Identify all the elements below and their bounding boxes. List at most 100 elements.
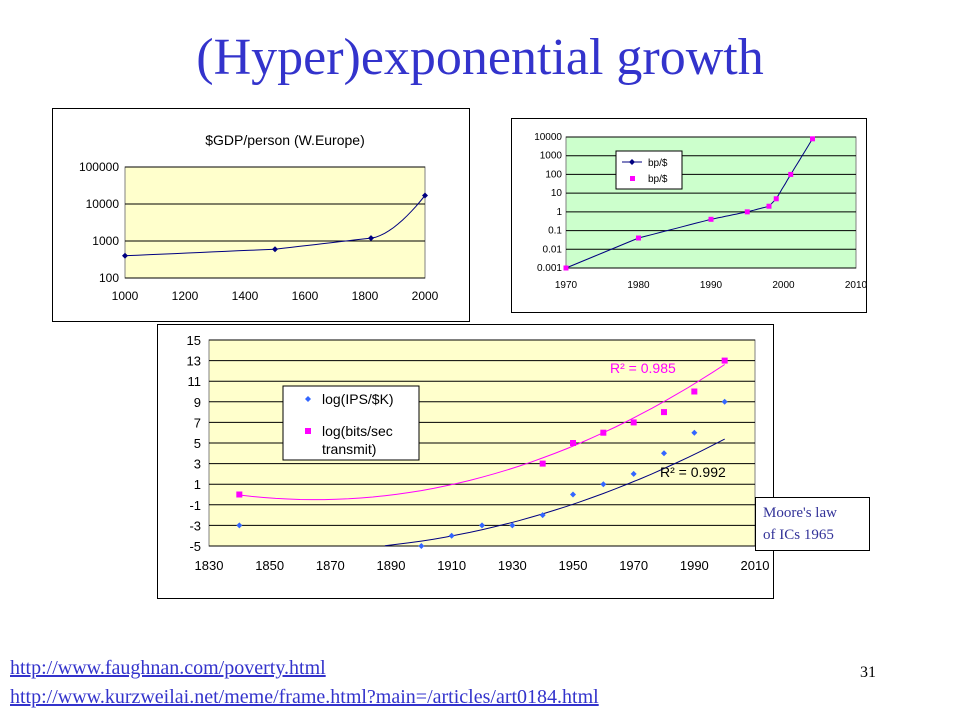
data-point-blue — [570, 491, 576, 498]
data-point — [563, 265, 569, 271]
legend-marker — [629, 159, 635, 165]
x-tick-label: 1990 — [700, 280, 723, 291]
data-point-magenta — [630, 419, 637, 426]
data-point-blue — [691, 429, 698, 436]
r2-label-magenta: R² = 0.985 — [610, 360, 676, 376]
y-tick-label: -1 — [189, 498, 201, 513]
x-tick-label: 1950 — [559, 558, 588, 573]
page-number: 31 — [860, 664, 876, 681]
data-point-magenta — [236, 491, 243, 498]
x-tick-label: 2010 — [741, 558, 770, 573]
trend-line-magenta — [239, 364, 725, 501]
data-point-magenta — [539, 460, 546, 467]
y-tick-label: 10 — [551, 188, 563, 199]
note-line-1: Moore's law — [763, 505, 837, 521]
data-point — [788, 171, 794, 177]
x-tick-label: 1970 — [619, 558, 648, 573]
link-faughnan[interactable]: http://www.faughnan.com/poverty.html — [10, 657, 326, 679]
data-point-blue — [418, 543, 425, 549]
trend-line-blue — [384, 438, 725, 547]
bp-chart: 0.001 0.01 0.1 1 10 100 1000 10000 1970 1980 1990 2… — [511, 118, 867, 313]
data-point-magenta — [691, 388, 698, 395]
x-tick-label: 1970 — [555, 280, 578, 291]
y-tick-label: 0.001 — [537, 263, 562, 274]
y-tick-label: 15 — [187, 333, 201, 348]
data-point-blue — [661, 450, 667, 457]
y-tick-label: 10000 — [86, 197, 120, 211]
data-point-blue — [448, 532, 455, 539]
data-point — [773, 196, 779, 202]
legend-label: transmit) — [322, 441, 376, 457]
y-tick-label: 1 — [556, 207, 562, 218]
y-tick-label: 10000 — [534, 132, 562, 143]
y-tick-label: 13 — [187, 354, 201, 369]
ips-chart-svg: 15 13 11 9 7 5 3 1 -1 -3 -5 1830 1850 1870 1890 1910 193… — [187, 333, 770, 573]
slide-title: (Hyper)exponential growth — [196, 29, 764, 86]
x-tick-label: 1890 — [377, 558, 406, 573]
y-tick-label: 7 — [194, 415, 201, 430]
x-tick-label: 1000 — [112, 289, 139, 303]
y-tick-label: -5 — [189, 539, 201, 554]
bp-chart-svg: 0.001 0.01 0.1 1 10 100 1000 10000 1970 1980 1990 2… — [534, 132, 866, 291]
data-point-blue — [721, 398, 728, 405]
legend-label: log(bits/sec — [322, 423, 393, 439]
series-line — [124, 195, 426, 257]
x-tick-label: 2000 — [412, 289, 439, 303]
data-point — [122, 252, 128, 259]
y-tick-label: 11 — [188, 374, 202, 389]
y-tick-label: 1 — [194, 477, 201, 492]
x-tick-label: 1200 — [172, 289, 199, 303]
y-tick-label: 100 — [99, 271, 119, 285]
legend-box — [615, 150, 683, 190]
plot-area — [565, 136, 857, 269]
x-tick-label: 1850 — [255, 558, 284, 573]
x-tick-label: 1800 — [352, 289, 379, 303]
reference-links: http://www.faughnan.com/poverty.html htt… — [10, 654, 599, 712]
legend-marker — [305, 396, 311, 402]
y-tick-label: 9 — [194, 395, 201, 410]
data-point — [744, 209, 750, 215]
y-tick-label: 3 — [194, 457, 201, 472]
data-point-blue — [509, 522, 516, 529]
x-tick-label: 1980 — [627, 280, 650, 291]
ips-chart: 15 13 11 9 7 5 3 1 -1 -3 -5 1830 1850 1870 1890 1910 193… — [157, 324, 774, 599]
legend-label: bp/$ — [648, 174, 668, 185]
y-tick-label: 5 — [194, 436, 201, 451]
r2-label-blue: R² = 0.992 — [660, 464, 726, 480]
x-tick-label: 2000 — [772, 280, 795, 291]
y-tick-label: 100000 — [79, 160, 119, 174]
y-tick-label: 100 — [545, 169, 562, 180]
data-point-blue — [479, 522, 485, 529]
data-point-blue — [236, 522, 243, 529]
moores-law-note: Moore's law of ICs 1965 — [755, 497, 870, 551]
x-tick-label: 1910 — [437, 558, 466, 573]
y-tick-label: -3 — [189, 518, 201, 533]
x-tick-label: 2010 — [845, 280, 866, 291]
data-point — [272, 246, 278, 253]
data-point-blue — [539, 512, 546, 519]
data-point-magenta — [661, 409, 667, 416]
data-point-magenta — [721, 357, 728, 364]
y-tick-label: 1000 — [540, 151, 563, 162]
gdp-chart-svg: 100 1000 10000 100000 1000 1200 1400 1600 1800 20… — [79, 132, 439, 303]
series-line — [565, 138, 813, 269]
y-tick-label: 0.01 — [543, 244, 563, 255]
data-point — [708, 216, 714, 222]
data-point-magenta — [600, 429, 607, 436]
x-tick-label: 1400 — [232, 289, 259, 303]
plot-area — [124, 166, 426, 279]
chart-title: $GDP/person (W.Europe) — [205, 132, 365, 148]
x-tick-label: 1600 — [292, 289, 319, 303]
x-tick-label: 1930 — [498, 558, 527, 573]
y-tick-label: 1000 — [92, 234, 119, 248]
link-kurzweil[interactable]: http://www.kurzweilai.net/meme/frame.htm… — [10, 686, 599, 708]
data-point — [422, 192, 428, 199]
data-point-blue — [600, 481, 607, 488]
legend-label: log(IPS/$K) — [322, 391, 394, 407]
gdp-chart: 100 1000 10000 100000 1000 1200 1400 1600 1800 20… — [52, 108, 470, 322]
legend-label: bp/$ — [648, 158, 668, 169]
note-line-2: of ICs 1965 — [763, 527, 834, 543]
y-tick-label: 0.1 — [548, 226, 562, 237]
data-point — [368, 235, 374, 242]
x-tick-label: 1830 — [195, 558, 224, 573]
